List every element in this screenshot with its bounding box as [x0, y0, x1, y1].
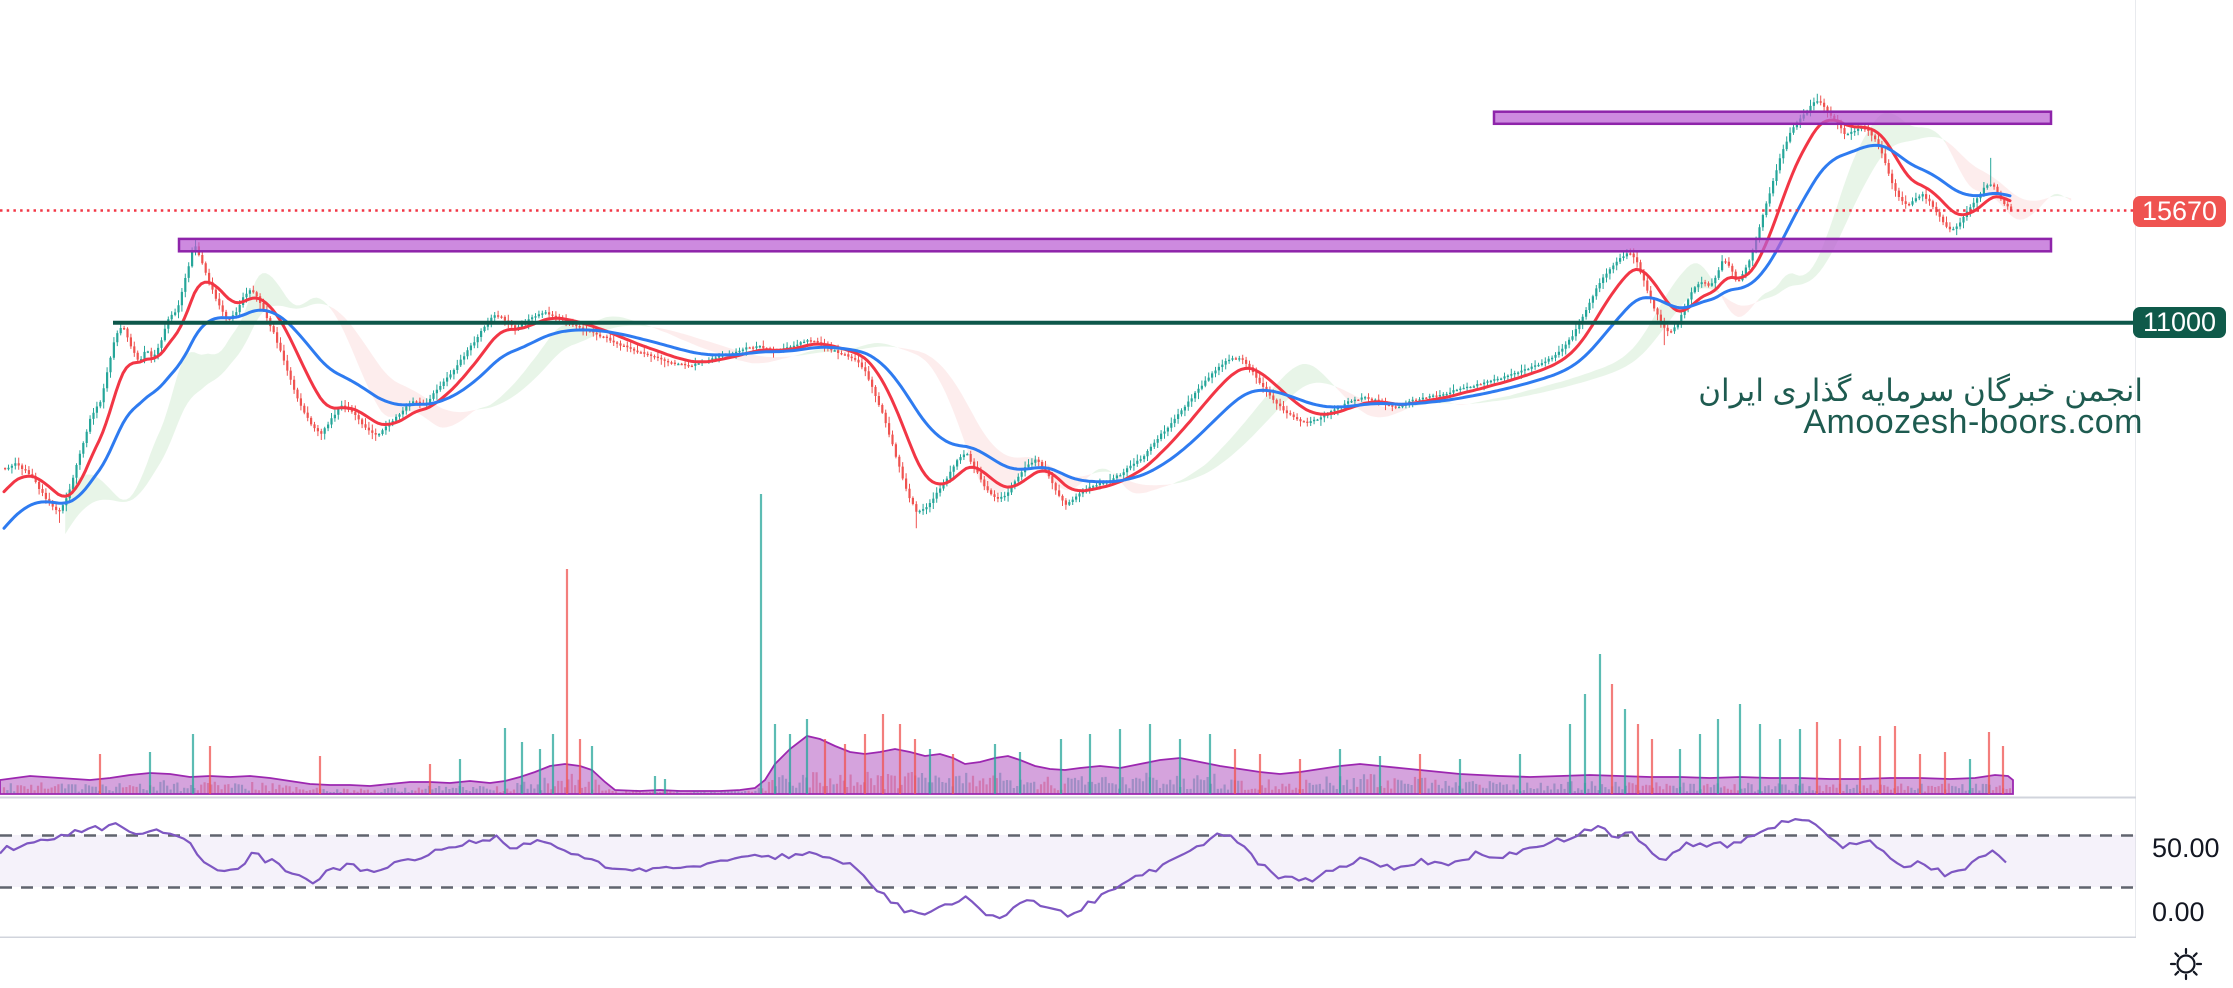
watermark: انجمن خبرگان سرمایه گذاری ایران Amoozesh…	[1698, 373, 2143, 441]
last-price-badge: 15670	[2133, 196, 2226, 227]
rsi-axis-label-0: 0.00	[2152, 897, 2205, 927]
watermark-persian-text: انجمن خبرگان سرمایه گذاری ایران	[1698, 373, 2143, 408]
price-axis[interactable]	[2136, 0, 2233, 988]
rsi-indicator-pane[interactable]	[0, 817, 2136, 920]
time-axis[interactable]	[0, 938, 2233, 988]
supply-zone-rectangles[interactable]	[177, 110, 2053, 253]
ichimoku-cloud	[65, 112, 2072, 535]
candlestick-series[interactable]	[3, 93, 2013, 529]
volume-histogram	[0, 494, 2014, 795]
horizontal-level-lines[interactable]	[0, 209, 2136, 325]
moving-average-lines	[2, 118, 2012, 530]
rsi-axis-label-50: 50.00	[2152, 833, 2220, 863]
watermark-site-url: Amoozesh-boors.com	[1803, 403, 2143, 441]
support-level-badge: 11000	[2133, 307, 2226, 338]
theme-sun-icon[interactable]	[2167, 945, 2205, 983]
